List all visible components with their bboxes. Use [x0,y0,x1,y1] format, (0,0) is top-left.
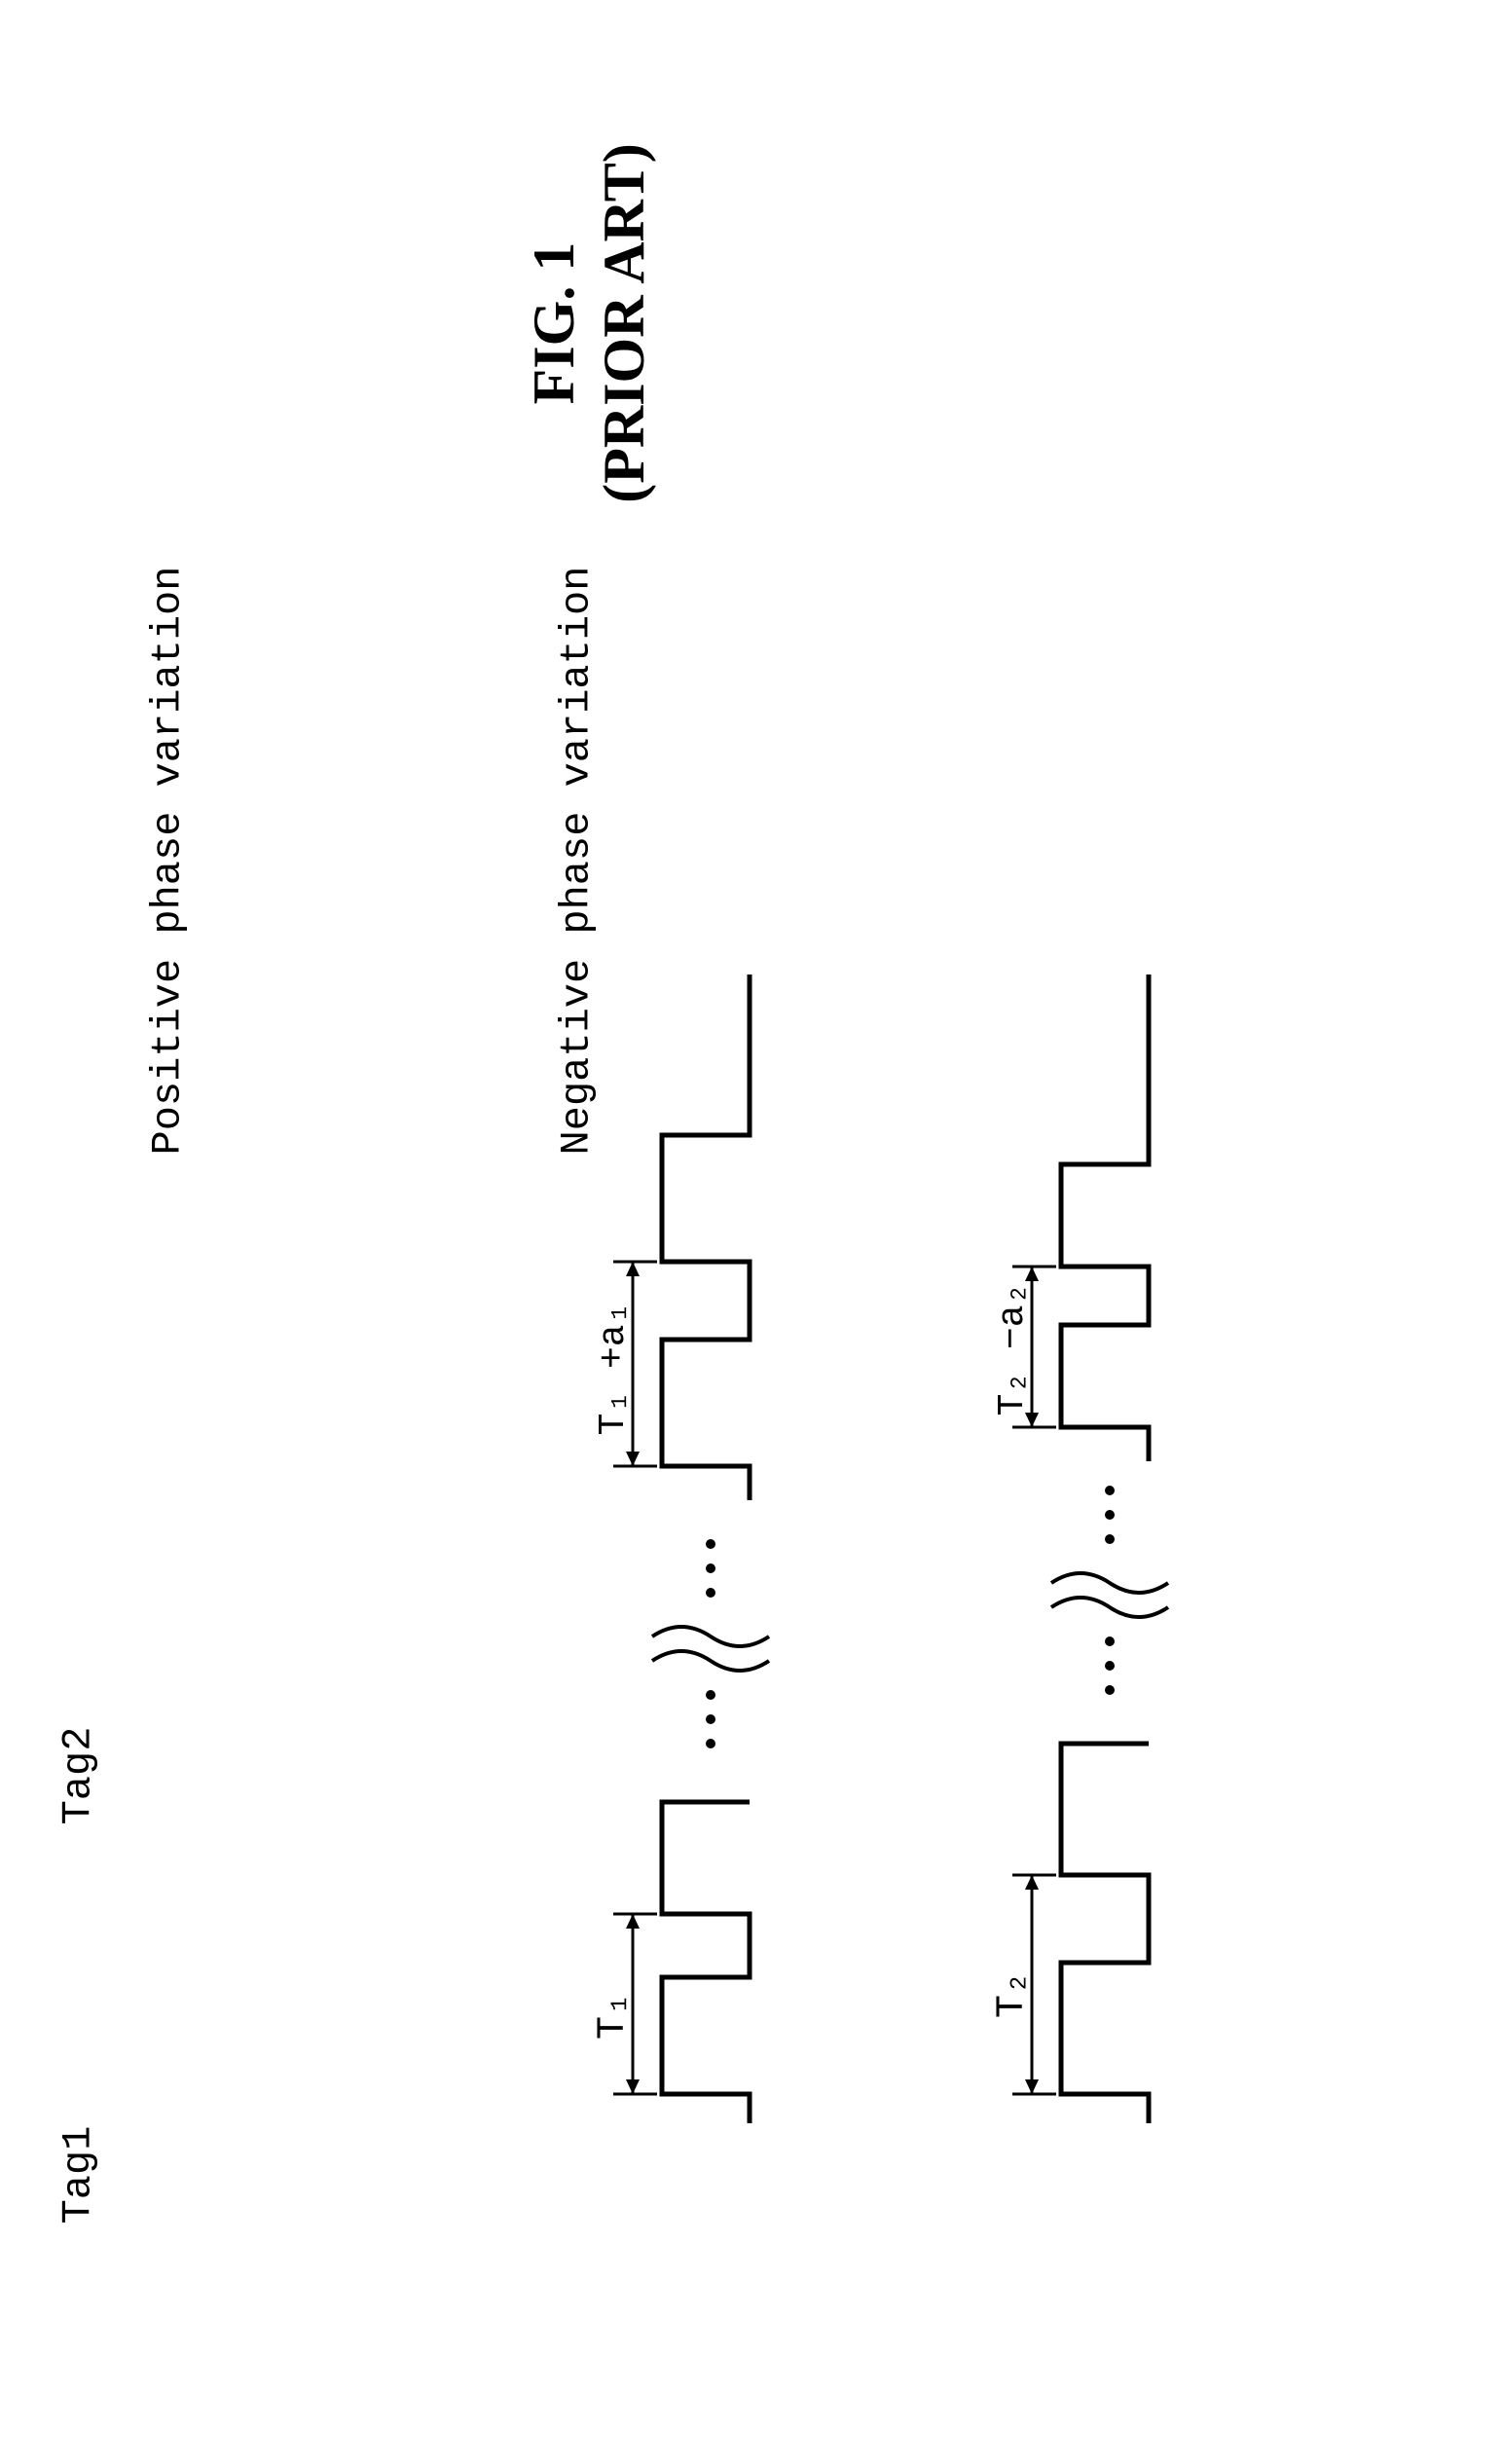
tag2-dots-before [1105,1637,1115,1695]
tag2-right-dimension: T₂ −a₂ [992,1267,1056,1427]
t1-label: T₁ [592,1993,636,2040]
tag1-left-waveform [662,1802,750,2123]
t1a1-label: T₁ +a₁ [593,1303,635,1436]
tag1-left-dimension: T₁ [592,1914,657,2094]
tag2-dots-after [1105,1486,1115,1544]
tag1-dots-after [706,1539,715,1598]
tag2-break-mark [1051,1573,1168,1617]
diagram-svg: T₁ [39,39,1464,2425]
tag2-right-waveform [1061,975,1149,1461]
t2a2-label: T₂ −a₂ [992,1283,1034,1416]
tag2-group: T₂ [991,975,1168,2123]
tag1-group: T₁ [592,975,769,2123]
tag1-break-mark [652,1627,769,1671]
tag1-dots-before [706,1690,715,1748]
figure-container: FIG. 1 (PRIOR ART) Tag1 Tag2 Positive ph… [39,39,1464,2425]
tag2-left-waveform [1061,1744,1149,2123]
t2-label: T₂ [991,1971,1035,2018]
tag2-left-dimension: T₂ [991,1875,1056,2094]
tag1-right-dimension: T₁ +a₁ [593,1262,657,1466]
tag1-right-waveform [662,975,750,1500]
